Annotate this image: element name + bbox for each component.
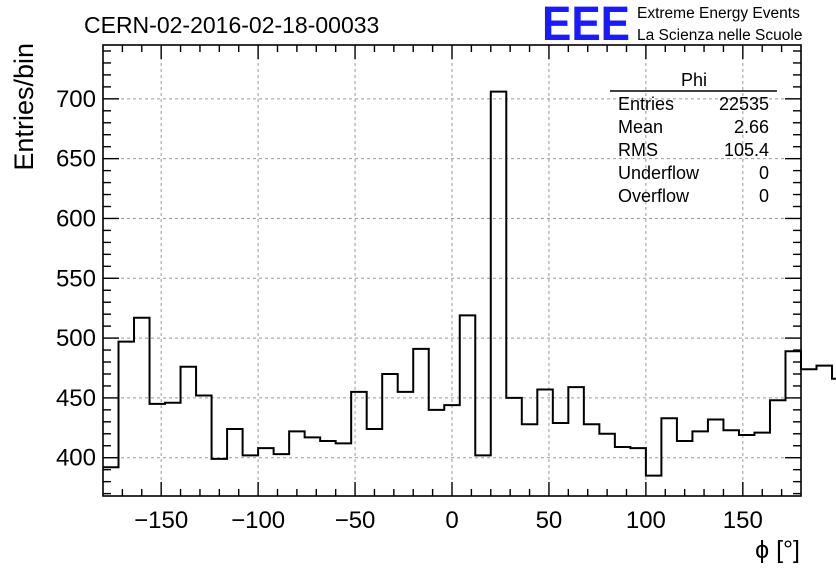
- stats-value: 2.66: [734, 117, 769, 137]
- stats-rows: Entries 22535 Mean 2.66 RMS 105.4 Underflow 0 Ov…: [618, 94, 769, 206]
- y-tick-label: 500: [56, 325, 96, 352]
- axis-ticks: [103, 45, 801, 496]
- stats-label: Underflow: [618, 163, 700, 183]
- histogram-series: [103, 90, 836, 477]
- x-axis-tick-labels: −150 −100 −50 0 50 100 150: [134, 507, 763, 534]
- y-axis-label: Entries/bin: [9, 43, 39, 171]
- x-tick-label: 0: [445, 507, 458, 534]
- x-tick-label: 100: [626, 507, 666, 534]
- y-tick-label: 550: [56, 265, 96, 292]
- y-tick-label: 700: [56, 86, 96, 113]
- stats-value: 105.4: [724, 140, 769, 160]
- stats-value: 22535: [719, 94, 769, 114]
- y-tick-label: 450: [56, 385, 96, 412]
- chart-title: CERN-02-2016-02-18-00033: [84, 12, 379, 38]
- x-tick-label: −150: [134, 507, 188, 534]
- x-tick-label: −50: [335, 507, 376, 534]
- stats-label: RMS: [618, 140, 658, 160]
- grid-lines: [103, 45, 801, 496]
- x-tick-label: −100: [231, 507, 285, 534]
- stats-label: Entries: [618, 94, 674, 114]
- logo-line-2: La Scienza nelle Scuole: [637, 27, 802, 44]
- x-axis-label: ϕ [°]: [755, 536, 800, 564]
- stats-value: 0: [759, 186, 769, 206]
- logo-line-1: Extreme Energy Events: [637, 5, 800, 22]
- statistics-box: Phi Entries 22535 Mean 2.66 RMS 105.4 Underflo…: [610, 70, 777, 206]
- stats-value: 0: [759, 163, 769, 183]
- y-tick-label: 400: [56, 445, 96, 472]
- y-axis-tick-labels: 400 450 500 550 600 650 700: [56, 86, 96, 472]
- y-tick-label: 600: [56, 205, 96, 232]
- x-tick-label: 150: [723, 507, 763, 534]
- stats-label: Overflow: [618, 186, 690, 206]
- logo-mark: EEE: [542, 0, 630, 51]
- eee-logo: EEE Extreme Energy Events La Scienza nel…: [542, 0, 802, 51]
- stats-title: Phi: [681, 70, 707, 90]
- stats-label: Mean: [618, 117, 663, 137]
- y-tick-label: 650: [56, 146, 96, 173]
- x-tick-label: 50: [536, 507, 563, 534]
